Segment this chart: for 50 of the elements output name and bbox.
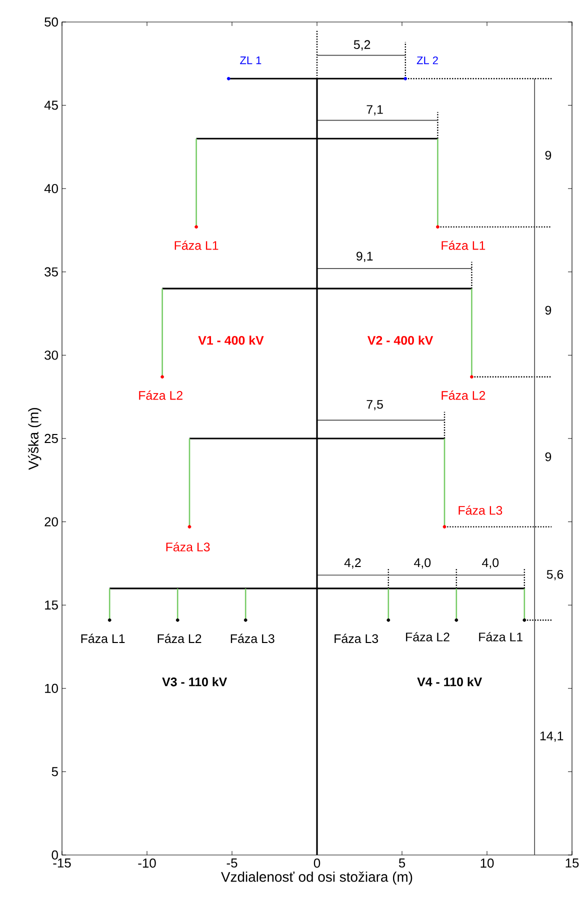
- x-tick-label: 5: [398, 858, 406, 868]
- annotation: Fáza L2: [158, 634, 202, 644]
- annotation: Fáza L3: [334, 634, 378, 644]
- annotation: 14,1: [540, 732, 564, 742]
- y-tick-label: 50: [44, 17, 58, 27]
- annotation: 5,6: [546, 570, 564, 580]
- y-tick-label: 45: [44, 100, 58, 110]
- y-tick-label: 30: [44, 350, 58, 360]
- annotation: 4,0: [414, 558, 431, 569]
- y-tick-label: 10: [45, 684, 58, 693]
- annotation: V2 - 400 kV: [367, 336, 434, 345]
- y-tick-label: 15: [45, 600, 58, 610]
- annotation: Fáza L3: [230, 634, 274, 644]
- annotation: Fáza L3: [166, 542, 210, 552]
- x-tick-label: -10: [138, 858, 156, 868]
- annotation: 7,5: [366, 400, 383, 410]
- annotation: V4 - 110 kV: [417, 677, 482, 686]
- annotation: Fáza L1: [81, 634, 125, 644]
- y-tick-label: 0: [52, 850, 58, 860]
- annotation: 4,2: [344, 558, 361, 569]
- annotation: 9: [545, 452, 552, 462]
- series-label: ZL 1: [240, 56, 262, 64]
- series-label: ZL 2: [416, 56, 438, 64]
- annotation: 7,1: [366, 105, 383, 116]
- y-tick-label: 40: [44, 184, 58, 194]
- annotation: Fáza L1: [479, 632, 522, 642]
- y-tick-label: 25: [44, 434, 58, 444]
- annotation: 9: [545, 306, 552, 315]
- x-tick-label: 10: [480, 858, 494, 868]
- annotation: V3 - 110 kV: [162, 677, 228, 686]
- x-tick-label: 0: [314, 858, 320, 868]
- annotation: Fáza L1: [442, 240, 486, 250]
- y-tick-label: 20: [44, 517, 58, 526]
- annotation: Fáza L3: [458, 505, 502, 515]
- annotation: Fáza L2: [406, 632, 450, 642]
- annotation: Fáza L1: [174, 240, 218, 250]
- x-axis-title: Vzdialenosť od osi stožiara (m): [221, 872, 412, 885]
- x-tick-label: 15: [566, 858, 579, 868]
- annotation: 5,2: [354, 40, 370, 50]
- annotation: Fáza L2: [139, 390, 182, 400]
- annotation: 4,0: [482, 558, 499, 569]
- y-tick-label: 35: [44, 267, 58, 276]
- y-axis-title: Výška (m): [28, 408, 42, 470]
- annotation: Fáza L2: [442, 390, 486, 400]
- annotation: 9: [545, 150, 552, 160]
- annotation: V1 - 400 kV: [198, 336, 264, 345]
- x-tick-label: -15: [53, 858, 71, 868]
- annotation: 9,1: [356, 252, 373, 262]
- x-tick-label: -5: [226, 858, 238, 868]
- y-tick-label: 5: [52, 767, 58, 776]
